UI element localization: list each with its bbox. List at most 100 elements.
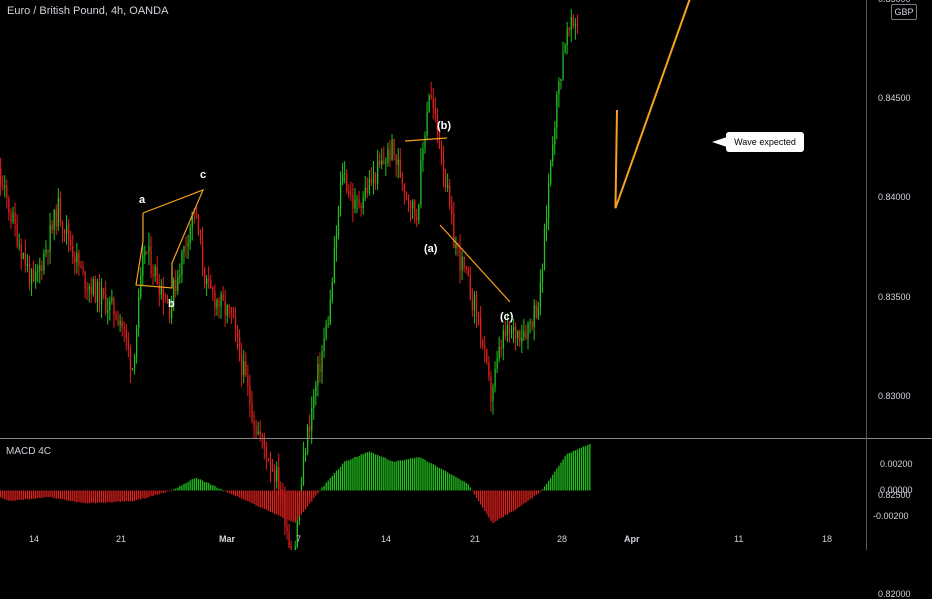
macd-bar	[57, 490, 60, 499]
macd-bar	[519, 490, 521, 507]
candle-body	[199, 235, 202, 241]
candle-body	[391, 139, 393, 160]
macd-tick-label: 0.00200	[880, 458, 913, 469]
macd-bar	[216, 487, 218, 491]
candle-body	[560, 78, 562, 82]
wave-line	[439, 224, 511, 303]
candle-body	[529, 322, 531, 324]
candle-body	[247, 376, 249, 386]
wave-label[interactable]: (b)	[437, 120, 452, 132]
macd-bar	[257, 490, 259, 507]
macd-bar	[278, 490, 280, 516]
candle-body	[407, 194, 410, 204]
candle-body	[158, 284, 160, 295]
candle-body	[502, 330, 504, 349]
wave-label[interactable]: (a)	[424, 243, 438, 255]
macd-bar	[12, 490, 14, 501]
candle-body	[389, 148, 391, 160]
candle-body	[197, 214, 200, 236]
macd-bar	[152, 490, 154, 496]
macd-bar	[572, 451, 575, 491]
macd-bar	[88, 490, 90, 504]
time-tick-label: 21	[116, 534, 127, 544]
candle-body	[80, 265, 82, 268]
candle-body	[405, 192, 408, 195]
wave-label[interactable]: (c)	[500, 311, 514, 323]
candle-body	[350, 193, 352, 195]
candle-body	[453, 214, 455, 249]
macd-bar	[241, 490, 243, 499]
macd-bar	[189, 480, 191, 491]
macd-bar	[179, 485, 181, 491]
macd-bar	[292, 490, 294, 522]
macd-bar	[16, 490, 18, 500]
macd-bar	[475, 490, 478, 498]
candle-body	[288, 531, 290, 548]
candle-body	[129, 348, 132, 370]
macd-bar	[80, 490, 82, 503]
macd-bar	[531, 490, 533, 499]
candle-body	[20, 244, 22, 259]
chart-canvas[interactable]	[0, 0, 932, 550]
wave-label[interactable]: a	[139, 194, 146, 206]
candle-body	[201, 240, 204, 268]
candle-body	[344, 173, 346, 175]
candle-body	[121, 321, 123, 328]
macd-bar	[335, 470, 338, 491]
macd-bar	[352, 458, 354, 491]
projection-path[interactable]	[614, 0, 714, 209]
macd-bar	[173, 489, 175, 491]
candle-body	[412, 200, 414, 209]
price-tick-label: 0.82000	[878, 589, 911, 599]
candle-body	[403, 183, 406, 193]
candle-body	[379, 160, 381, 165]
macd-bar	[232, 490, 235, 496]
candle-body	[352, 194, 354, 209]
macd-bar	[288, 490, 290, 521]
candle-body	[238, 337, 241, 356]
candle-body	[451, 205, 453, 215]
candle-body	[465, 267, 467, 270]
wave-label[interactable]: c	[200, 169, 207, 181]
wave-expected-callout[interactable]: Wave expected	[726, 132, 804, 152]
macd-bar	[92, 490, 95, 503]
price-tick-label: 0.84500	[878, 93, 911, 104]
candle-body	[63, 229, 66, 234]
macd-bar	[37, 490, 39, 499]
macd-bar	[515, 490, 517, 510]
macd-bar	[115, 490, 117, 502]
macd-bar	[364, 452, 366, 491]
time-tick-label: 14	[381, 534, 392, 544]
candle-body	[374, 172, 377, 185]
candle-body	[576, 24, 579, 26]
macd-bar	[568, 452, 570, 491]
candle-body	[245, 361, 247, 377]
candle-body	[70, 239, 72, 246]
candle-body	[294, 546, 296, 550]
indicator-title[interactable]: MACD 4C	[6, 446, 52, 457]
macd-bar	[401, 460, 404, 491]
macd-bar	[183, 483, 185, 491]
candle-body	[175, 280, 177, 291]
macd-bar	[331, 475, 333, 491]
macd-bar	[587, 444, 589, 491]
candle-body	[278, 467, 280, 490]
candle-body	[461, 256, 463, 271]
candle-body	[74, 256, 76, 263]
candle-body	[30, 269, 33, 285]
macd-bar	[459, 479, 461, 491]
candle-body	[171, 301, 173, 319]
macd-bar	[218, 488, 220, 491]
candle-body	[243, 361, 245, 375]
macd-bar	[539, 490, 542, 492]
candle-body	[319, 364, 321, 373]
currency-badge[interactable]: GBP	[891, 4, 917, 20]
candle-body	[65, 224, 68, 234]
macd-bar	[171, 490, 173, 492]
wave-label[interactable]: b	[168, 298, 175, 310]
macd-bar	[506, 490, 509, 515]
candle-body	[68, 224, 70, 240]
macd-bar	[230, 490, 233, 495]
macd-bar	[436, 467, 439, 491]
macd-bar	[527, 490, 529, 501]
